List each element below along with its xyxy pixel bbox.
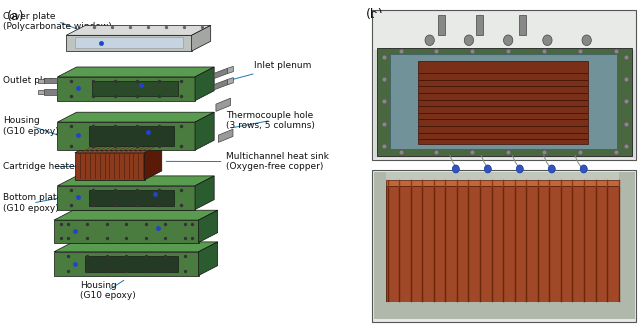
Polygon shape: [144, 144, 162, 180]
Polygon shape: [75, 37, 183, 48]
Polygon shape: [195, 176, 214, 210]
Circle shape: [425, 35, 435, 46]
Polygon shape: [199, 210, 218, 243]
Text: Outlet plenum: Outlet plenum: [3, 76, 69, 89]
Polygon shape: [374, 172, 386, 319]
Text: Housing
(G10 epoxy): Housing (G10 epoxy): [80, 280, 136, 300]
Polygon shape: [54, 242, 218, 252]
Circle shape: [484, 165, 491, 173]
Text: Bottom plate
(G10 epoxy): Bottom plate (G10 epoxy): [3, 193, 63, 213]
Polygon shape: [54, 210, 218, 220]
Polygon shape: [54, 220, 199, 243]
Polygon shape: [475, 15, 482, 35]
Polygon shape: [219, 129, 233, 143]
Polygon shape: [227, 78, 233, 85]
Text: Cover plate
(Polycarbonate window): Cover plate (Polycarbonate window): [3, 12, 112, 32]
Polygon shape: [75, 144, 162, 153]
Polygon shape: [66, 25, 211, 35]
Polygon shape: [390, 54, 617, 149]
Polygon shape: [89, 126, 174, 146]
Polygon shape: [66, 35, 192, 51]
Polygon shape: [386, 186, 619, 302]
Polygon shape: [58, 112, 214, 122]
Circle shape: [543, 35, 552, 46]
Polygon shape: [214, 68, 227, 79]
Polygon shape: [58, 67, 214, 77]
Circle shape: [548, 165, 555, 173]
Polygon shape: [520, 15, 526, 35]
Polygon shape: [374, 13, 635, 158]
Polygon shape: [374, 172, 635, 319]
Polygon shape: [192, 25, 211, 51]
Polygon shape: [418, 61, 588, 144]
Circle shape: [516, 165, 523, 173]
Polygon shape: [619, 172, 635, 319]
Polygon shape: [195, 67, 214, 101]
Polygon shape: [214, 80, 227, 90]
Polygon shape: [38, 79, 43, 82]
Text: Cartridge heater hole: Cartridge heater hole: [3, 162, 101, 171]
Polygon shape: [89, 190, 174, 206]
Polygon shape: [374, 302, 635, 319]
Text: (a): (a): [7, 10, 24, 23]
Text: Multichannel heat sink
(Oxygen-free copper): Multichannel heat sink (Oxygen-free copp…: [166, 152, 329, 171]
Text: Inlet plenum: Inlet plenum: [231, 61, 312, 80]
Polygon shape: [58, 122, 195, 150]
Polygon shape: [75, 153, 144, 180]
Polygon shape: [374, 172, 635, 319]
Polygon shape: [216, 98, 231, 111]
Circle shape: [582, 35, 591, 46]
Polygon shape: [386, 180, 619, 186]
Circle shape: [465, 35, 473, 46]
Polygon shape: [374, 13, 635, 50]
Circle shape: [504, 35, 513, 46]
Polygon shape: [438, 15, 445, 35]
Polygon shape: [378, 48, 632, 156]
Polygon shape: [86, 256, 178, 272]
Polygon shape: [227, 66, 233, 74]
Polygon shape: [58, 186, 195, 210]
Polygon shape: [92, 81, 178, 96]
Polygon shape: [38, 90, 43, 94]
Text: (b): (b): [366, 8, 383, 21]
Polygon shape: [371, 10, 636, 160]
Circle shape: [452, 165, 459, 173]
Polygon shape: [54, 252, 199, 276]
Polygon shape: [43, 78, 58, 83]
Polygon shape: [371, 170, 636, 322]
Polygon shape: [43, 89, 58, 95]
Text: Thermocouple hole
(3 rows, 5 columns): Thermocouple hole (3 rows, 5 columns): [226, 111, 315, 130]
Circle shape: [580, 165, 587, 173]
Polygon shape: [58, 176, 214, 186]
Polygon shape: [58, 77, 195, 101]
Text: Housing
(G10 epoxy): Housing (G10 epoxy): [3, 116, 59, 136]
Polygon shape: [195, 112, 214, 150]
Polygon shape: [199, 242, 218, 276]
